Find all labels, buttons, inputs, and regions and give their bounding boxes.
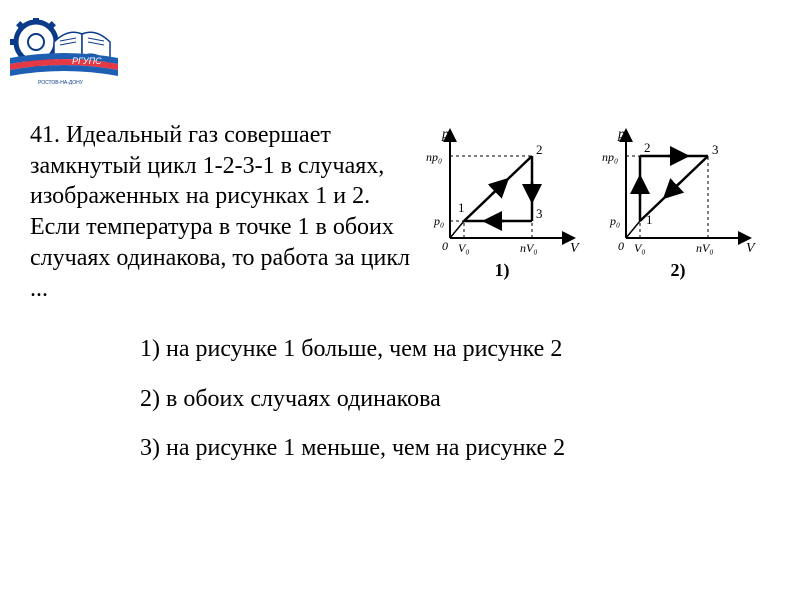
svg-text:0: 0 <box>618 239 624 253</box>
logo-text: РГУПС <box>72 56 102 66</box>
svg-text:np₀: np₀ <box>602 150 618 164</box>
answer-2: 2) в обоих случаях одинакова <box>140 384 770 415</box>
diagram-2-caption: 2) <box>671 260 686 281</box>
svg-text:V: V <box>746 241 756 256</box>
slide-content: 41. Идеальный газ совершает замкнутый ци… <box>30 120 770 482</box>
university-logo: РГУПС РОСТОВ-НА-ДОНУ <box>10 18 118 86</box>
answers-block: 1) на рисунке 1 больше, чем на рисунке 2… <box>140 334 770 464</box>
svg-text:1: 1 <box>458 200 465 215</box>
svg-text:3: 3 <box>536 206 543 221</box>
svg-text:p: p <box>441 127 449 142</box>
svg-text:nV₀: nV₀ <box>520 241 538 255</box>
svg-text:np₀: np₀ <box>426 150 442 164</box>
question-text: 41. Идеальный газ совершает замкнутый ци… <box>30 120 410 304</box>
svg-text:0: 0 <box>442 239 448 253</box>
svg-text:V₀: V₀ <box>458 241 470 255</box>
svg-text:2: 2 <box>644 140 651 155</box>
answer-3: 3) на рисунке 1 меньше, чем на рисунке 2 <box>140 433 770 464</box>
question-row: 41. Идеальный газ совершает замкнутый ци… <box>30 120 770 304</box>
diagram-1: 1 2 3 p V np₀ p₀ V₀ nV₀ 0 1) <box>422 126 582 281</box>
svg-text:3: 3 <box>712 142 719 157</box>
svg-text:p₀: p₀ <box>433 214 444 228</box>
svg-text:1: 1 <box>646 212 653 227</box>
svg-text:nV₀: nV₀ <box>696 241 714 255</box>
svg-text:V₀: V₀ <box>634 241 646 255</box>
svg-text:p: p <box>617 127 625 142</box>
svg-text:V: V <box>570 241 580 256</box>
logo-subtext: РОСТОВ-НА-ДОНУ <box>38 80 84 86</box>
svg-text:p₀: p₀ <box>609 214 620 228</box>
diagram-1-caption: 1) <box>495 260 510 281</box>
svg-text:2: 2 <box>536 142 543 157</box>
diagrams-container: 1 2 3 p V np₀ p₀ V₀ nV₀ 0 1) <box>422 120 758 281</box>
answer-1: 1) на рисунке 1 больше, чем на рисунке 2 <box>140 334 770 365</box>
diagram-2: 1 2 3 p V np₀ p₀ V₀ nV₀ 0 2) <box>598 126 758 281</box>
